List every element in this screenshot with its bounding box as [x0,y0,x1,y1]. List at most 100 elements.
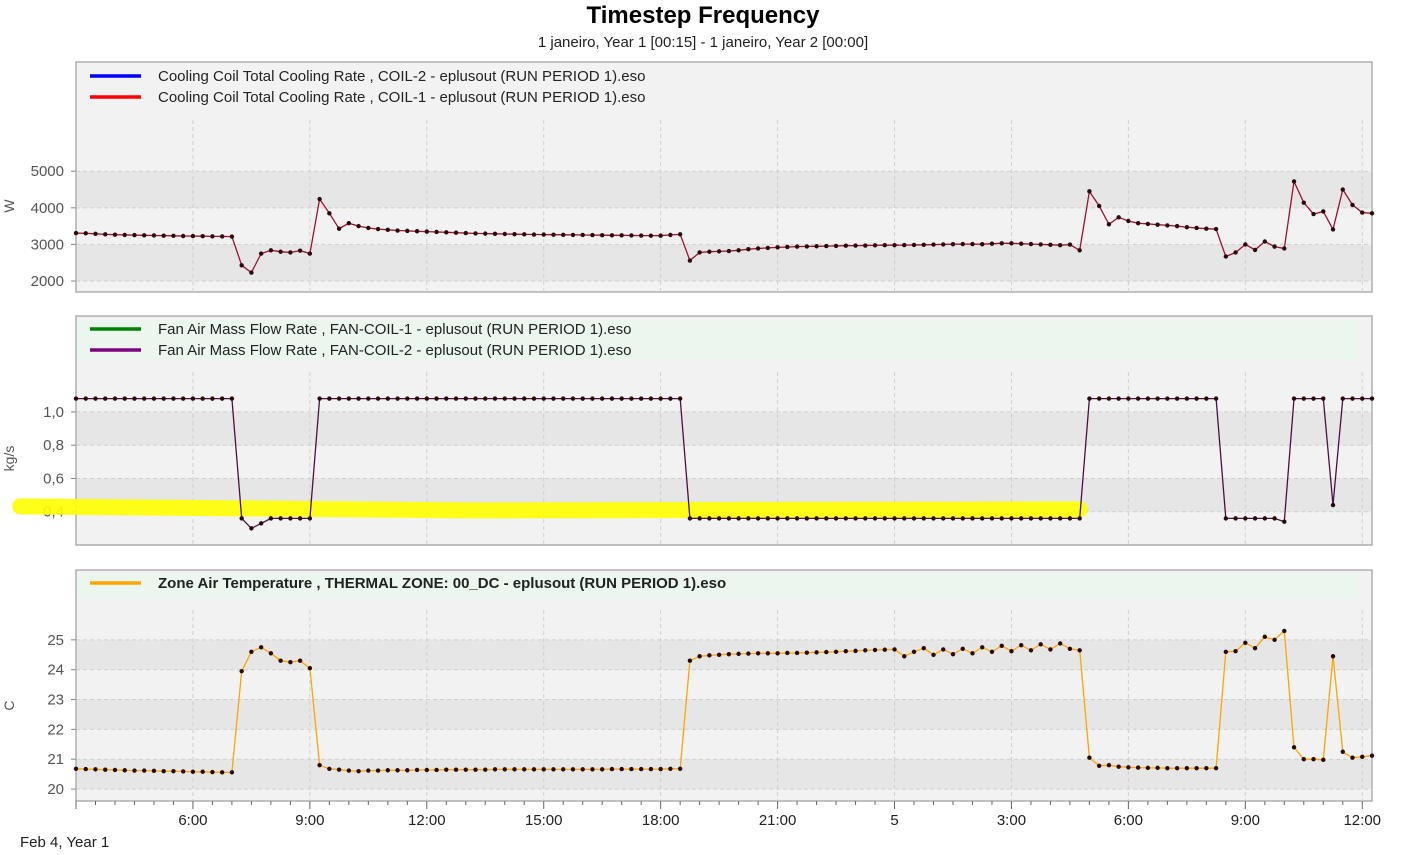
data-point [677,766,683,771]
data-point [1194,225,1199,231]
y-tick-label: 21 [47,751,64,768]
data-point [551,396,556,401]
data-point [122,768,127,773]
data-point [648,396,654,401]
data-point [960,646,965,651]
data-point [746,516,751,521]
data-point [794,650,800,656]
data-point [609,766,615,772]
data-point [950,516,956,521]
data-point [1243,242,1248,247]
data-point [83,231,88,236]
data-point [902,516,907,521]
data-point [755,651,761,656]
data-point [1087,755,1092,760]
data-point [1194,396,1199,401]
data-point [1116,215,1121,220]
data-point [1340,187,1345,192]
data-point [755,246,761,251]
data-point [677,232,683,237]
data-point [190,769,196,774]
data-point [395,228,400,233]
data-point [1330,654,1336,659]
data-point [142,768,147,773]
data-point [268,516,274,521]
data-point [853,243,858,248]
data-point [1067,242,1073,247]
data-point [1116,764,1121,769]
data-point [1311,396,1316,401]
data-point [249,526,254,531]
data-point [707,653,712,658]
data-point [190,233,196,239]
data-point [1028,241,1034,247]
data-point [317,762,322,768]
data-point [1106,762,1112,768]
data-point [824,516,829,521]
data-point [405,396,410,401]
y-tick-label: 3000 [31,236,64,253]
data-point [307,251,313,256]
data-point [424,396,429,401]
data-point [1223,649,1229,654]
data-point [356,768,361,774]
data-point [492,396,498,401]
data-point [1340,749,1345,754]
data-point [103,232,108,237]
data-point [765,245,771,251]
data-point [151,396,157,401]
data-point [931,652,936,657]
data-point [960,241,965,247]
data-point [103,767,108,772]
data-point [180,233,186,239]
data-point [307,665,313,671]
data-point [931,242,936,247]
data-point [346,396,352,401]
data-point [648,766,654,772]
data-point [746,651,751,656]
data-point [210,769,215,775]
data-point [1350,396,1355,401]
data-point [112,232,118,237]
data-point [716,652,722,657]
x-axis-date-label: Feb 4, Year 1 [20,834,110,851]
data-point [1340,396,1345,401]
data-point [502,396,507,401]
data-point [941,647,946,652]
data-point [697,516,702,521]
data-point [1048,647,1053,652]
data-point [872,647,878,653]
data-point [911,242,917,248]
data-point [1067,646,1073,651]
data-point [1272,244,1277,249]
x-tick-label: 21:00 [759,812,797,829]
data-point [531,767,537,772]
data-point [161,233,166,238]
data-point [1165,396,1170,401]
data-point [1077,516,1082,521]
data-point [531,232,537,237]
data-point [93,396,98,401]
data-point [434,396,439,401]
data-point [814,650,819,655]
data-point [1048,242,1053,247]
data-point [892,647,897,652]
grid-band [77,759,1371,790]
data-point [219,396,225,401]
data-point [794,244,800,249]
data-point [434,767,439,773]
data-point [804,244,810,249]
data-point [1155,222,1160,227]
data-point [200,233,205,239]
data-point [1038,642,1043,647]
data-point [1145,765,1151,771]
data-point [716,249,722,254]
data-point [512,231,517,237]
data-point [668,396,673,401]
data-point [999,643,1004,649]
data-point [755,516,761,521]
data-point [1369,211,1375,216]
y-axis-label: C [1,700,17,710]
data-point [970,516,975,521]
